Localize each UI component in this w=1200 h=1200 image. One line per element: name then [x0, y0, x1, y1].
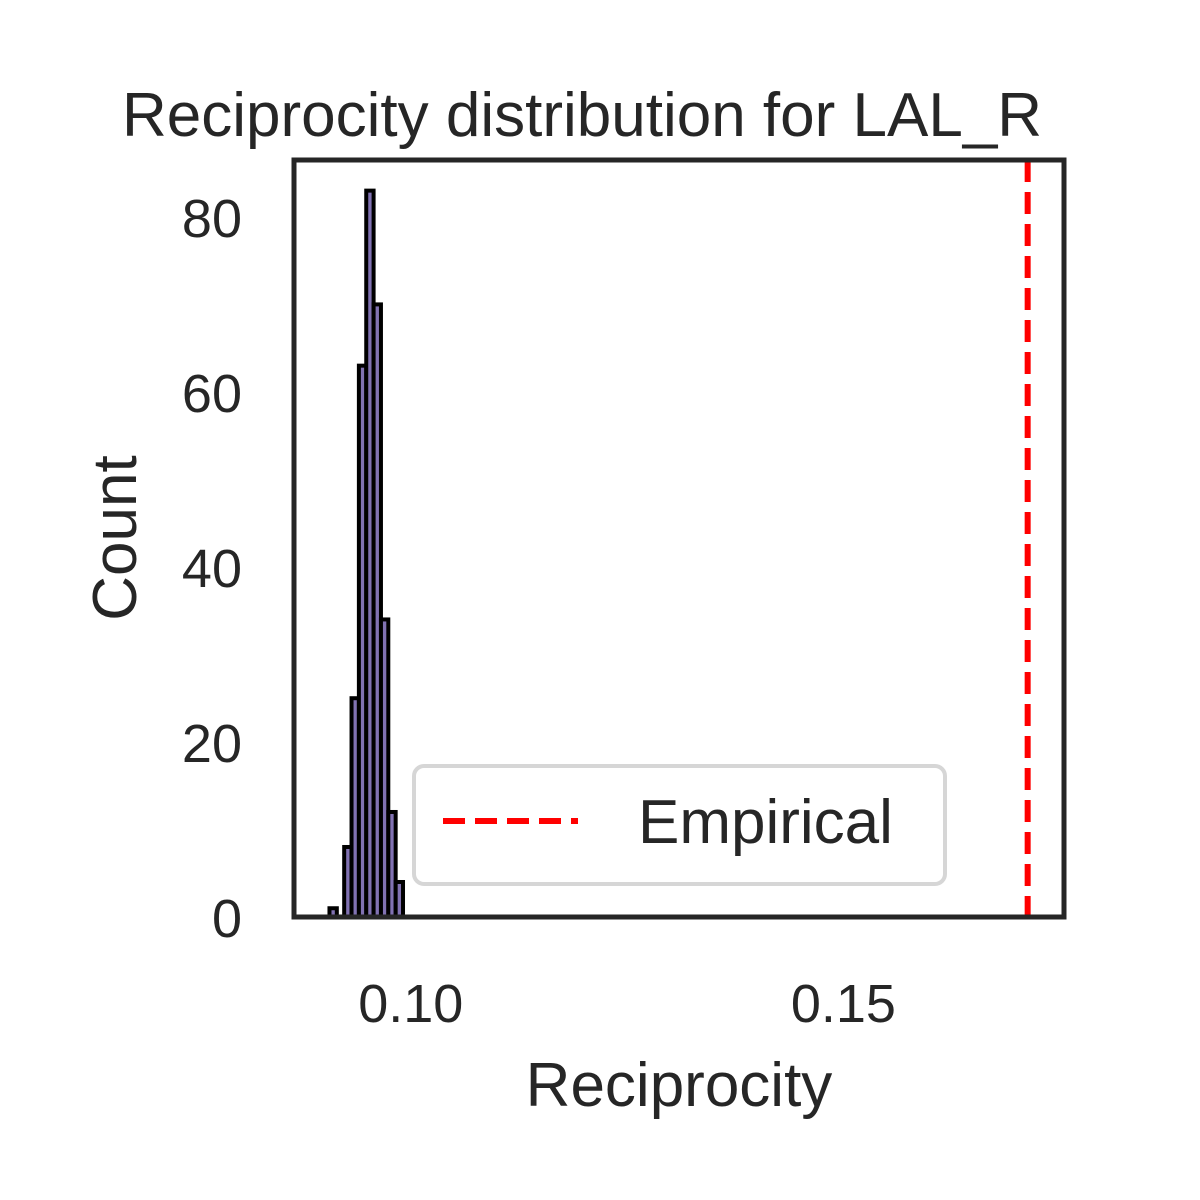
y-tick-label: 0: [212, 889, 242, 949]
legend-label-empirical: Empirical: [638, 788, 893, 857]
legend: Empirical: [412, 764, 947, 886]
y-tick-label: 80: [182, 189, 242, 249]
x-tick-label: 0.10: [358, 974, 463, 1034]
axis-ticks: 0.10 0.15 0 20 40 60 80: [182, 189, 896, 1034]
x-tick-label: 0.15: [791, 974, 896, 1034]
chart-title: Reciprocity distribution for LAL_R: [122, 81, 1042, 150]
legend-box: [412, 764, 947, 886]
y-tick-label: 60: [182, 364, 242, 424]
histogram-bars: [327, 188, 406, 920]
y-tick-label: 40: [182, 539, 242, 599]
y-axis-label: Count: [81, 455, 150, 620]
plot-frame: [291, 157, 1067, 920]
histogram-bar: [393, 879, 406, 919]
x-axis-label: Reciprocity: [526, 1051, 833, 1120]
y-tick-label: 20: [182, 714, 242, 774]
